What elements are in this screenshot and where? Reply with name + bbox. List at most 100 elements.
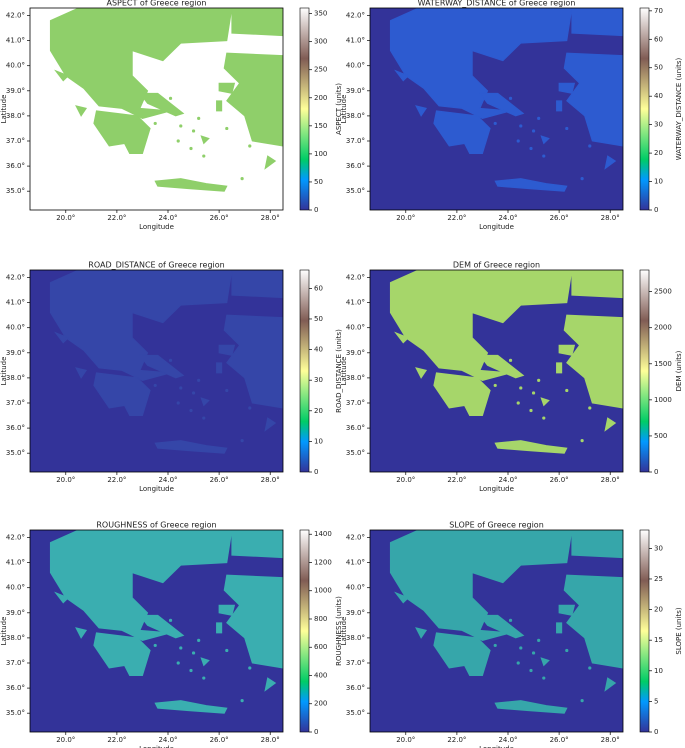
colorbar-tick-label: 250	[314, 66, 327, 74]
island	[588, 406, 592, 410]
y-tick-label: 40.0°	[346, 584, 365, 592]
island	[519, 386, 523, 390]
land	[154, 700, 228, 714]
island	[202, 676, 206, 680]
island	[493, 383, 497, 388]
panel: ROAD_DISTANCE of Greece region 20.0° 22.0°…	[0, 261, 343, 494]
y-tick-label: 35.0°	[6, 449, 25, 457]
colorbar-tick-label: 200	[314, 94, 327, 102]
y-tick-label: 35.0°	[346, 187, 365, 195]
land	[138, 354, 185, 379]
land	[200, 657, 210, 667]
land	[216, 362, 223, 374]
land	[563, 574, 623, 669]
island	[248, 406, 252, 410]
land	[216, 100, 223, 112]
y-tick-label: 41.0°	[6, 299, 25, 307]
colorbar-tick-label: 50	[314, 315, 323, 323]
land	[49, 530, 233, 641]
y-tick-label: 37.0°	[346, 137, 365, 145]
land	[200, 135, 210, 145]
island	[240, 439, 244, 443]
x-axis-label: Longitude	[139, 745, 174, 748]
y-tick-label: 36.0°	[6, 162, 25, 170]
colorbar-tick-label: 150	[314, 122, 327, 130]
y-tick-label: 42.0°	[346, 534, 365, 542]
land	[93, 372, 151, 417]
island	[176, 401, 180, 405]
land	[223, 574, 283, 669]
x-tick-label: 26.0°	[550, 476, 569, 484]
colorbar-tick-label: 2500	[654, 288, 672, 296]
land	[494, 178, 568, 192]
x-tick-label: 20.0°	[56, 736, 75, 744]
colorbar-tick-label: 30	[654, 121, 663, 129]
island	[191, 651, 196, 655]
colorbar-tick-label: 800	[314, 615, 327, 623]
land	[571, 270, 623, 299]
island	[179, 386, 183, 390]
island	[197, 378, 201, 383]
axes-frame	[29, 529, 284, 733]
colorbar-tick-label: 1400	[314, 530, 332, 538]
colorbar-tick-label: 1200	[314, 558, 332, 566]
y-tick-label: 37.0°	[6, 137, 25, 145]
land	[154, 440, 228, 454]
land	[540, 657, 550, 667]
y-tick-label: 39.0°	[6, 87, 25, 95]
y-tick-label: 37.0°	[346, 399, 365, 407]
island	[191, 391, 196, 395]
land	[433, 372, 491, 417]
island	[519, 124, 523, 128]
panel-title: ASPECT of Greece region	[106, 0, 206, 8]
x-tick-label: 20.0°	[56, 214, 75, 222]
land	[389, 8, 573, 119]
colorbar-label: ASPECT (units)	[335, 83, 343, 135]
land	[75, 105, 88, 117]
island	[202, 416, 206, 420]
island	[508, 96, 513, 100]
land	[433, 110, 491, 155]
land	[494, 440, 568, 454]
colorbar-tick-label: 40	[654, 92, 663, 100]
land	[54, 69, 70, 82]
land	[540, 397, 550, 407]
land	[604, 677, 617, 692]
colorbar	[639, 529, 650, 733]
island	[531, 391, 536, 395]
island	[189, 408, 193, 413]
colorbar-tick-label: 70	[654, 7, 663, 15]
colorbar-tick-label: 0	[654, 468, 658, 476]
colorbar-tick-label: 30	[654, 544, 663, 552]
colorbar-tick-label: 50	[654, 64, 663, 72]
y-tick-label: 36.0°	[346, 684, 365, 692]
colorbar-tick-label: 60	[314, 284, 323, 292]
land	[604, 417, 617, 432]
y-tick-label: 36.0°	[346, 424, 365, 432]
island	[153, 643, 157, 648]
colorbar-tick-label: 20	[314, 407, 323, 415]
island	[248, 144, 252, 148]
island	[197, 116, 201, 121]
land	[231, 530, 283, 559]
y-tick-label: 40.0°	[346, 62, 365, 70]
land	[563, 52, 623, 147]
island	[542, 416, 546, 420]
y-tick-label: 40.0°	[6, 324, 25, 332]
land	[75, 627, 88, 639]
x-tick-label: 22.0°	[107, 736, 126, 744]
land	[478, 614, 525, 639]
colorbar-tick-label: 600	[314, 643, 327, 651]
island	[537, 638, 541, 643]
land	[478, 354, 525, 379]
x-tick-label: 26.0°	[550, 736, 569, 744]
colorbar-tick-label: 20	[654, 149, 663, 157]
land	[394, 331, 410, 344]
island	[189, 146, 193, 151]
island	[225, 126, 229, 131]
colorbar-tick-label: 5	[654, 697, 658, 705]
island	[197, 638, 201, 643]
land	[558, 344, 576, 356]
x-tick-label: 20.0°	[396, 736, 415, 744]
land	[264, 417, 277, 432]
